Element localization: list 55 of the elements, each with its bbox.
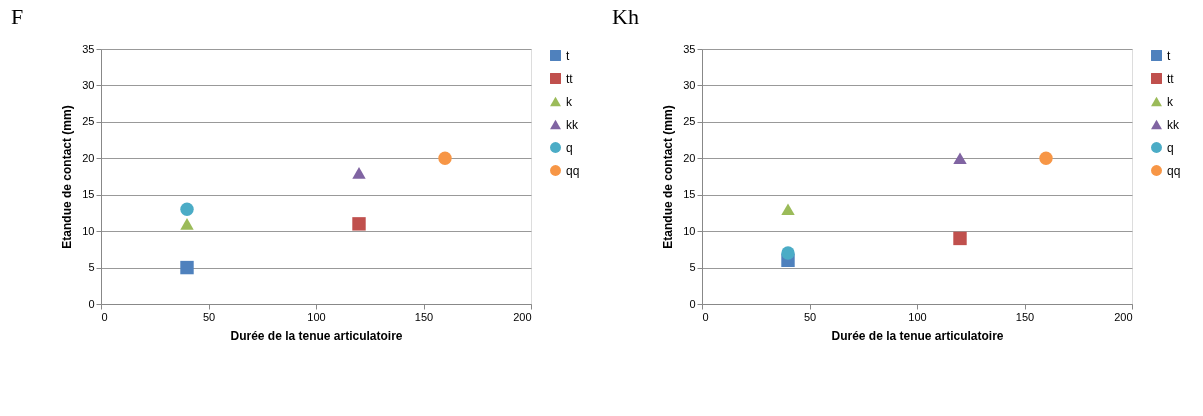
y-tick-label: 0 [689,297,696,310]
point [781,203,795,216]
legend-label: t [566,48,570,63]
x-tick-label: 100 [908,310,927,323]
y-tick-label: 10 [82,224,95,237]
legend-label: qq [566,163,580,178]
y-axis-title: Etandue de contact (mm) [661,105,676,249]
x-tick-label: 0 [702,310,709,323]
y-tick-label: 20 [82,151,95,164]
y-tick-label: 35 [82,42,95,55]
legend-label: kk [566,117,579,132]
x-tick-label: 150 [1015,310,1035,323]
chart-title: Kh [612,4,639,29]
y-tick-label: 10 [683,224,696,237]
legend-label: tt [1167,71,1175,86]
legend-label: qq [1167,163,1181,178]
point [438,151,452,165]
y-tick-label: 25 [82,115,95,128]
point [180,260,194,275]
x-tick-label: 0 [101,310,108,323]
legend-label: t [1167,48,1171,63]
y-tick-label: 5 [689,261,696,274]
x-tick-label: 150 [414,310,434,323]
x-tick-label: 200 [1114,310,1133,323]
point [180,218,194,230]
x-tick-label: 200 [513,310,532,323]
y-tick-label: 0 [88,297,95,310]
point [352,217,366,231]
y-tick-label: 5 [88,261,95,274]
y-tick-label: 25 [683,115,696,128]
y-tick-label: 15 [683,188,696,201]
x-tick-label: 100 [307,310,326,323]
legend-label: q [1167,140,1174,155]
point [352,167,366,179]
point [953,231,967,246]
y-tick-label: 15 [82,188,95,201]
x-axis-title: Durée de la tenue articulatoire [230,328,403,343]
x-tick-label: 50 [803,310,817,323]
point [1039,151,1053,165]
legend-label: k [566,94,573,109]
point [953,152,967,165]
y-tick-label: 20 [683,151,696,164]
y-tick-label: 30 [82,78,95,91]
point [781,246,795,260]
legend-label: tt [566,71,574,86]
legend-label: kk [1167,117,1180,132]
point [180,202,194,216]
y-tick-label: 30 [683,78,696,91]
y-tick-label: 35 [683,42,696,55]
x-axis-title: Durée de la tenue articulatoire [831,328,1004,343]
chart-title: F [11,4,24,29]
legend-label: q [566,140,573,155]
x-tick-label: 50 [202,310,216,323]
y-axis-title: Etandue de contact (mm) [60,105,75,249]
legend-label: k [1167,94,1174,109]
